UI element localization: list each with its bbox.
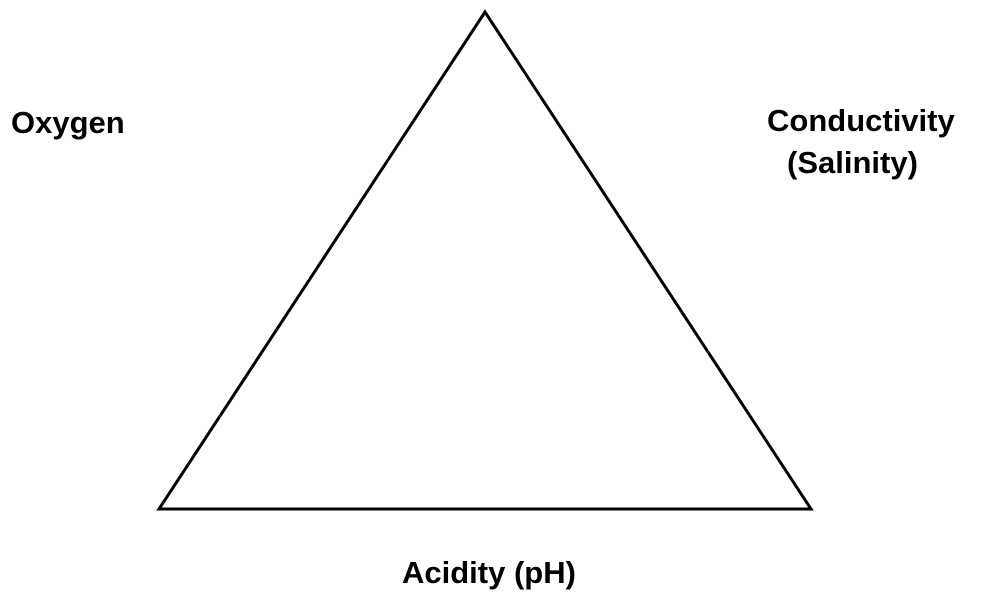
triangle xyxy=(156,9,814,511)
right-label-line1: Conductivity xyxy=(767,103,955,138)
bottom-label: Acidity (pH) xyxy=(402,555,576,590)
right-label-line2: (Salinity) xyxy=(787,145,918,180)
left-label: Oxygen xyxy=(11,105,125,140)
